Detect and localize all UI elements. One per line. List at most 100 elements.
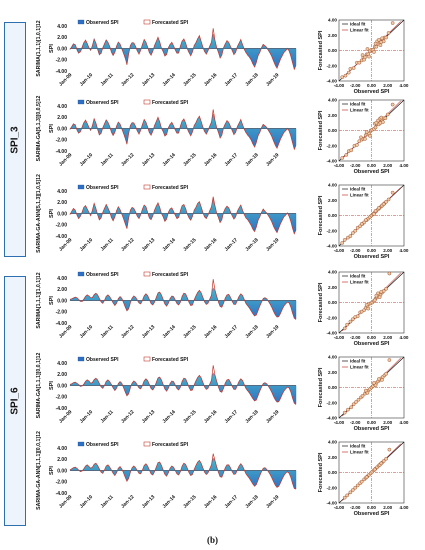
data-point — [384, 371, 388, 376]
y-tick-label: 4.00 — [328, 270, 337, 275]
x-tick-label: Jan-17 — [224, 72, 240, 88]
y-tick-label: 0.00 — [57, 46, 67, 52]
series-observed-area — [69, 287, 297, 320]
y-tick-label: -4.00 — [56, 321, 68, 327]
legend-label-observed: Observed SPI — [86, 442, 119, 448]
series-forecast-line — [69, 279, 297, 320]
data-point — [383, 116, 388, 121]
y-tick-label: 4.00 — [57, 361, 67, 367]
series-observed-area — [69, 457, 297, 490]
x-axis-label: Observed SPI — [354, 89, 390, 95]
model-label: SARIMA-GA-ANN[1,1,1][0,0,1]12 — [36, 431, 42, 510]
data-point — [346, 407, 350, 412]
y-tick-label: 0.00 — [57, 468, 67, 474]
x-tick-label: Jan-14 — [161, 409, 177, 425]
y-tick-label: -4.00 — [327, 331, 338, 336]
data-point — [364, 130, 369, 134]
data-point — [374, 121, 379, 125]
data-point — [384, 286, 388, 291]
x-tick-label: 0.00 — [367, 248, 376, 253]
legend-label-linear: Linear fit — [350, 365, 369, 370]
data-point — [377, 206, 381, 210]
y-tick-label: 4.00 — [57, 104, 67, 110]
data-point — [372, 212, 376, 216]
y-tick-label: -4.00 — [327, 79, 338, 84]
x-tick-label: Jan-16 — [203, 494, 219, 510]
x-tick-label: Jan-12 — [120, 152, 136, 168]
y-axis-label: SPI — [49, 209, 55, 218]
model-label: SARIMA[1,1,1][1,0,1]12 — [36, 272, 42, 328]
legend-swatch-observed — [77, 271, 85, 277]
x-tick-label: 0.00 — [367, 420, 376, 425]
x-tick-label: -4.00 — [334, 83, 345, 88]
data-point — [344, 153, 349, 157]
x-tick-label: -2.00 — [350, 335, 361, 340]
data-point — [380, 36, 384, 41]
data-point — [342, 238, 347, 242]
legend-label-ideal: Ideal fit — [350, 187, 366, 192]
y-axis-label: Forecasted SPI — [318, 195, 324, 235]
legend-label-forecast: Forecasted SPI — [152, 20, 189, 26]
series-forecast-line — [69, 196, 297, 235]
x-tick-label: Jan-15 — [182, 324, 198, 340]
data-point — [374, 44, 379, 49]
data-point — [378, 43, 383, 47]
y-tick-label: 4.00 — [57, 189, 67, 195]
data-point — [390, 102, 395, 107]
series-observed-area — [69, 33, 297, 70]
data-point — [364, 302, 369, 307]
timeseries-panel-0: SARIMA(1,1,1)[1,0,1]12 SPI 4.00 2.00 0.00 -2.… — [36, 19, 297, 88]
y-tick-label: -2.00 — [56, 138, 68, 144]
y-tick-label: 4.00 — [328, 440, 337, 445]
x-tick-label: Jan-11 — [100, 494, 115, 509]
data-point — [343, 73, 348, 78]
data-point — [355, 483, 360, 488]
y-tick-label: -4.00 — [327, 416, 338, 421]
x-tick-label: Jan-19 — [265, 324, 281, 340]
x-tick-label: Jan-11 — [100, 152, 115, 167]
data-point — [373, 125, 378, 130]
legend-swatch-forecast — [143, 271, 151, 277]
legend-label-linear: Linear fit — [350, 280, 369, 285]
legend-label-ideal: Ideal fit — [350, 102, 366, 107]
y-tick-label: -2.00 — [56, 58, 68, 64]
x-tick-label: Jan-17 — [224, 494, 240, 510]
y-tick-label: -4.00 — [56, 234, 68, 240]
y-tick-label: 2.00 — [328, 113, 337, 118]
data-point — [345, 322, 349, 327]
x-tick-label: Jan-15 — [182, 494, 198, 510]
y-axis-label: SPI — [49, 381, 55, 390]
data-point — [374, 293, 379, 298]
data-point — [377, 295, 382, 299]
y-tick-label: 0.00 — [57, 211, 67, 217]
x-tick-label: Jan-11 — [100, 72, 115, 87]
data-point — [340, 241, 345, 245]
data-point — [363, 137, 367, 141]
x-tick-label: -4.00 — [334, 505, 345, 510]
x-tick-label: Jan-15 — [182, 72, 198, 88]
x-tick-label: 0.00 — [367, 505, 376, 510]
y-tick-label: 0.00 — [328, 128, 337, 133]
x-tick-label: Jan-13 — [141, 72, 157, 88]
series-forecast-line — [69, 28, 297, 71]
y-tick-label: 2.00 — [328, 285, 337, 290]
legend-label-forecast: Forecasted SPI — [152, 442, 189, 448]
x-axis-label: Observed SPI — [354, 341, 390, 347]
y-tick-label: -2.00 — [327, 315, 338, 320]
data-point — [345, 493, 349, 498]
data-point — [348, 490, 353, 495]
y-tick-label: -2.00 — [56, 395, 68, 401]
x-tick-label: Jan-17 — [224, 237, 240, 253]
y-axis-label: SPI — [49, 124, 55, 133]
x-tick-label: Jan-12 — [120, 324, 136, 340]
x-tick-label: Jan-19 — [265, 152, 281, 168]
x-tick-label: 2.00 — [383, 420, 392, 425]
x-tick-label: 2.00 — [383, 83, 392, 88]
data-point — [390, 21, 395, 25]
data-point — [360, 394, 365, 398]
data-point — [355, 314, 360, 319]
x-tick-label: 2.00 — [383, 248, 392, 253]
data-point — [355, 143, 359, 147]
